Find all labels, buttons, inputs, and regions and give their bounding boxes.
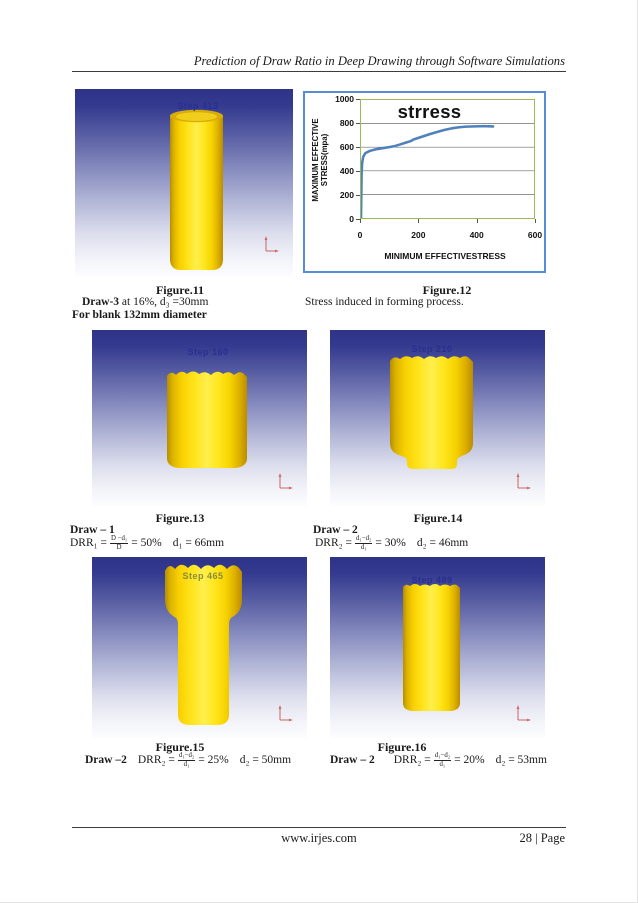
- step-label: Step 160: [187, 347, 229, 357]
- y-tick-label: 600: [339, 142, 354, 152]
- x-tick-mark: [476, 219, 478, 223]
- drawn-cup-shape: [165, 564, 242, 725]
- figure11-subcaption-line2: For blank 132mm diameter: [72, 309, 207, 321]
- drawn-cup-shape: [167, 371, 247, 468]
- y-tick-label: 400: [339, 166, 354, 176]
- chart-canvas: [361, 123, 534, 218]
- y-tick-label: 200: [339, 190, 354, 200]
- figure16-caption: Figure.16: [377, 740, 427, 754]
- x-tick-mark: [535, 219, 536, 223]
- fraction: D −d₁ D: [110, 535, 129, 551]
- y-tick-mark: [356, 171, 360, 172]
- figure15-caption: Figure.15: [155, 740, 205, 754]
- figure14-caption: Figure.14: [413, 511, 463, 525]
- footer-rule: [72, 827, 566, 828]
- stress-chart: strress MAXIMUM EFFECTIVE STRESS(mpa) MI…: [303, 91, 546, 273]
- figure12-subcaption: Stress induced in forming process.: [305, 296, 464, 308]
- fraction: d₁−d₂ d₁: [355, 535, 373, 551]
- axis-triad-icon: [278, 705, 293, 722]
- figure14-formula: DRR₂ = d₁−d₂ d₁ = 30% d₂ = 46mm: [315, 535, 469, 551]
- axis-triad-icon: [516, 473, 531, 490]
- y-tick-mark: [356, 99, 360, 100]
- page-header-title: Prediction of Draw Ratio in Deep Drawing…: [193, 54, 565, 68]
- axis-triad-icon: [516, 705, 531, 722]
- x-tick-label: 600: [527, 230, 543, 240]
- axis-triad-icon: [278, 473, 293, 490]
- chart-plot-area: [360, 99, 535, 219]
- drawn-cup-shape: [403, 584, 460, 711]
- figure15-simulation-image: Step 465: [92, 557, 307, 738]
- chart-title: strress: [397, 101, 462, 122]
- drawn-cup-shape: [170, 109, 223, 270]
- figure14-draw-label: Draw – 2: [313, 524, 358, 536]
- header-rule: [72, 71, 566, 72]
- figure13-draw-label: Draw – 1: [70, 524, 115, 536]
- footer-page-number: 28 | Page: [519, 831, 565, 845]
- fraction: d₁−d₂ d₁: [177, 752, 196, 768]
- figure13-caption: Figure.13: [155, 511, 205, 525]
- figure15-draw-label: Draw –2: [85, 754, 127, 767]
- figure11-subcaption: Draw-3 at 16%, d₃ =30mm: [82, 296, 209, 308]
- figure14-simulation-image: Step 210: [330, 330, 545, 506]
- y-tick-mark: [356, 147, 360, 148]
- series-line-stress: [361, 124, 495, 218]
- axis-triad-icon: [264, 236, 279, 253]
- step-label: Step 465: [182, 571, 224, 581]
- figure16-simulation-image: Step 489: [330, 557, 545, 738]
- x-tick-mark: [360, 219, 361, 223]
- y-tick-label: 1000: [335, 94, 354, 104]
- figure13-simulation-image: Step 160: [92, 330, 307, 506]
- figure13-formula: DRR₁ = D −d₁ D = 50% d₁ = 66mm: [70, 535, 225, 551]
- x-tick-mark: [418, 219, 420, 223]
- figure15-formula: Draw –2 DRR₂ = d₁−d₂ d₁ = 25% d₂ = 50mm: [85, 752, 292, 768]
- chart-x-axis-label: MINIMUM EFFECTIVESTRESS: [384, 251, 506, 261]
- x-tick-label: 200: [411, 230, 426, 240]
- drawn-cup-shape: [390, 356, 473, 469]
- y-tick-mark: [356, 195, 360, 196]
- y-tick-mark: [356, 123, 360, 124]
- figure11-caption: Figure.11: [155, 283, 205, 297]
- step-label: Step 489: [411, 575, 453, 585]
- y-tick-mark: [356, 219, 360, 220]
- figure11-simulation-image: Step 413: [75, 89, 293, 277]
- figure12-caption: Figure.12: [422, 283, 472, 297]
- step-label: Step 413: [177, 101, 219, 111]
- figure16-formula: Draw – 2 DRR₂ = d₁−d₂ d₁ = 20% d₂ = 53mm: [330, 752, 547, 768]
- x-tick-label: 0: [357, 230, 363, 240]
- y-tick-label: 0: [349, 214, 354, 224]
- figure16-draw-label: Draw – 2: [330, 754, 375, 767]
- x-tick-label: 400: [469, 230, 484, 240]
- footer-website: www.irjes.com: [281, 831, 357, 845]
- fraction: d₁−d₂ d₁: [433, 752, 452, 768]
- step-label: Step 210: [411, 344, 453, 354]
- y-tick-label: 800: [339, 118, 354, 128]
